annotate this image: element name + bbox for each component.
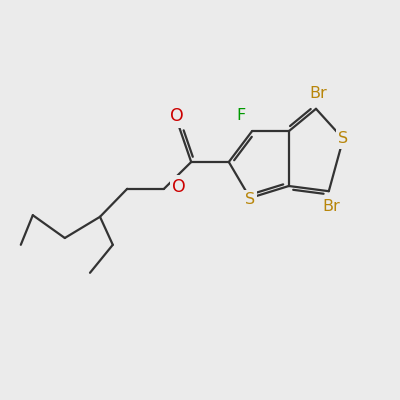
Text: F: F: [236, 108, 246, 124]
Text: S: S: [245, 192, 255, 208]
Text: O: O: [170, 107, 184, 125]
Text: S: S: [338, 131, 348, 146]
Text: Br: Br: [309, 86, 327, 101]
Text: Br: Br: [322, 199, 340, 214]
Text: O: O: [172, 178, 186, 196]
